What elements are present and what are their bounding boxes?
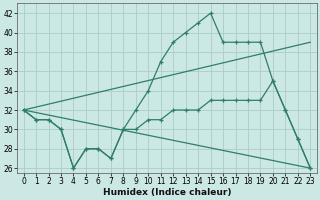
X-axis label: Humidex (Indice chaleur): Humidex (Indice chaleur)	[103, 188, 231, 197]
